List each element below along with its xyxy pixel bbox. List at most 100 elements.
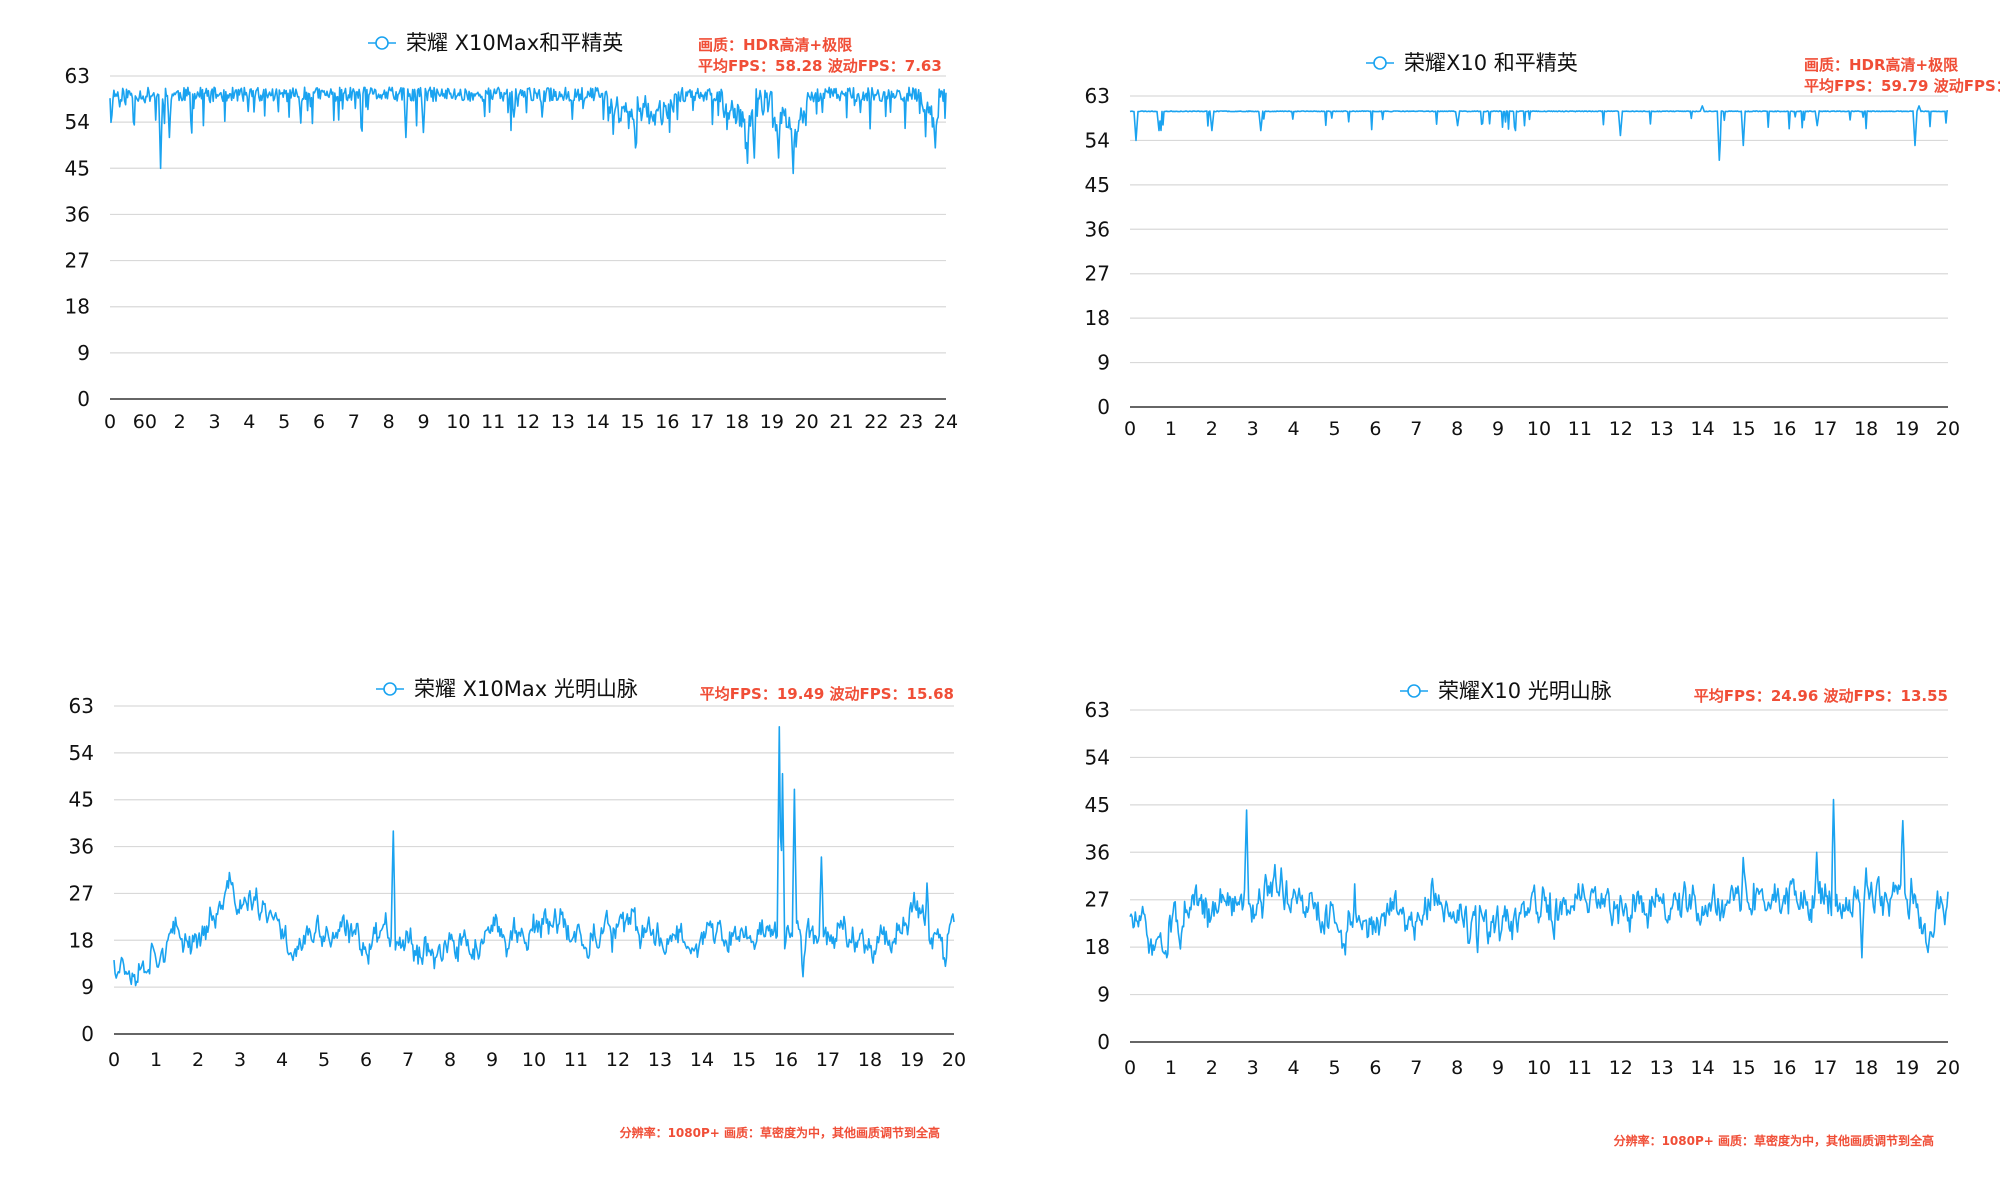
x-tick-label: 2: [1206, 1057, 1218, 1079]
y-tick-label: 45: [69, 788, 94, 812]
x-tick-label: 14: [586, 411, 610, 433]
x-tick-label: 5: [278, 411, 290, 433]
x-tick-label: 0: [1124, 418, 1136, 440]
x-tick-label: 11: [564, 1049, 588, 1071]
x-tick-label: 17: [1813, 418, 1837, 440]
legend-label: 荣耀X10 光明山脉: [1438, 679, 1612, 703]
x-tick-label: 6: [1369, 1057, 1381, 1079]
y-tick-label: 45: [1085, 793, 1110, 817]
x-tick-label: 5: [1328, 1057, 1340, 1079]
x-tick-label: 1: [1165, 1057, 1177, 1079]
x-tick-label: 19: [900, 1049, 924, 1071]
y-tick-label: 27: [69, 881, 94, 905]
x-tick-label: 2: [192, 1049, 204, 1071]
x-tick-label: 15: [1731, 418, 1755, 440]
x-tick-label: 16: [774, 1049, 798, 1071]
x-tick-label: 14: [1691, 1057, 1715, 1079]
x-tick-label: 13: [1650, 1057, 1674, 1079]
x-tick-label: 11: [1568, 418, 1592, 440]
x-tick-label: 13: [1650, 418, 1674, 440]
x-tick-label: 19: [760, 411, 784, 433]
fps-stats-note: 平均FPS：58.28 波动FPS：7.63: [698, 57, 942, 75]
x-tick-label: 7: [1410, 418, 1422, 440]
y-tick-label: 9: [77, 341, 90, 365]
y-tick-label: 63: [1085, 698, 1110, 722]
x-tick-label: 17: [816, 1049, 840, 1071]
chart-panel-x10max-mountains: 0 9 18 27 36 45 54 63 0 1 2 3 4 5 6 7 8 9 10 11 12 13 14 15 16 17…: [14, 614, 1000, 1194]
chart-panel-x10-mountains: 0 9 18 27 36 45 54 63 0 1 2 3 4 5 6 7 8 9 10 11 12 13 14 15 16 17…: [1034, 614, 1984, 1194]
x-tick-label: 11: [1568, 1057, 1592, 1079]
y-tick-label: 27: [1085, 262, 1110, 286]
y-tick-label: 45: [65, 156, 90, 180]
x-tick-label: 0: [1124, 1057, 1136, 1079]
x-tick-label: 10: [1527, 1057, 1551, 1079]
legend-circle-marker: [1407, 684, 1421, 698]
x-tick-label: 0: [108, 1049, 120, 1071]
chart-panel-x10max-pubg: 0 9 18 27 36 45 54 63 0 60 2 3 4 5 6 7 8 9 10 11 12 13 14 15 16 1…: [14, 14, 1000, 594]
x-tick-label: 18: [1854, 1057, 1878, 1079]
fps-stats-note: 平均FPS：59.79 波动FPS：0.62: [1804, 77, 2000, 95]
x-tick-label: 7: [348, 411, 360, 433]
y-tick-label: 63: [1085, 84, 1110, 108]
y-tick-label: 54: [1085, 745, 1110, 769]
x-tick-label: 8: [1451, 1057, 1463, 1079]
x-tick-label: 10: [446, 411, 470, 433]
x-tick-label: 20: [1936, 418, 1960, 440]
x-tick-label: 14: [690, 1049, 714, 1071]
x-tick-label: 6: [1369, 418, 1381, 440]
x-tick-label: 20: [942, 1049, 966, 1071]
x-tick-label: 21: [829, 411, 853, 433]
y-tick-label: 18: [1085, 935, 1110, 959]
x-tick-label: 15: [732, 1049, 756, 1071]
legend: 荣耀 X10Max 光明山脉: [376, 677, 638, 701]
x-tick-label: 4: [1288, 1057, 1300, 1079]
y-tick-label: 18: [1085, 306, 1110, 330]
y-tick-label: 36: [69, 835, 94, 859]
x-tick-label: 9: [486, 1049, 498, 1071]
x-tick-label: 7: [1410, 1057, 1422, 1079]
y-tick-label: 0: [81, 1022, 94, 1046]
x-tick-label: 16: [1772, 1057, 1796, 1079]
x-tick-label: 4: [276, 1049, 288, 1071]
legend-label: 荣耀 X10Max 光明山脉: [414, 677, 638, 701]
legend-circle-marker: [1373, 56, 1387, 70]
x-tick-label: 3: [1247, 1057, 1259, 1079]
x-tick-label: 10: [1527, 418, 1551, 440]
x-tick-label: 17: [690, 411, 714, 433]
x-tick-label: 12: [1609, 1057, 1633, 1079]
legend-label: 荣耀 X10Max和平精英: [406, 31, 623, 55]
x-tick-label: 18: [725, 411, 749, 433]
x-tick-label: 0: [104, 411, 116, 433]
x-tick-label: 10: [522, 1049, 546, 1071]
x-tick-label: 8: [383, 411, 395, 433]
x-tick-label: 1: [150, 1049, 162, 1071]
x-tick-label: 18: [858, 1049, 882, 1071]
y-tick-label: 0: [1097, 395, 1110, 419]
quality-note: 画质：HDR高清+极限: [698, 36, 852, 54]
x-tick-label: 5: [1328, 418, 1340, 440]
x-tick-label: 9: [417, 411, 429, 433]
x-tick-label: 17: [1813, 1057, 1837, 1079]
x-tick-label: 8: [1451, 418, 1463, 440]
resolution-note: 分辨率：1080P+ 画质：草密度为中，其他画质调节到全高: [1614, 1133, 1934, 1148]
legend: 荣耀X10 和平精英: [1366, 51, 1578, 75]
series-line: [1129, 798, 1949, 959]
y-tick-label: 36: [1085, 840, 1110, 864]
x-tick-label: 15: [1731, 1057, 1755, 1079]
chart-panel-x10-pubg: 0 9 18 27 36 45 54 63 0 1 2 3 4 5 6 7 8 9 10 11 12 13 14 15 16 17…: [1034, 14, 2000, 594]
x-tick-label: 7: [402, 1049, 414, 1071]
y-tick-label: 9: [81, 975, 94, 999]
x-tick-label: 14: [1691, 418, 1715, 440]
resolution-note: 分辨率：1080P+ 画质：草密度为中，其他画质调节到全高: [620, 1125, 940, 1140]
x-tick-label: 3: [1247, 418, 1259, 440]
x-tick-label: 15: [620, 411, 644, 433]
x-tick-label: 2: [1206, 418, 1218, 440]
y-tick-label: 0: [1097, 1030, 1110, 1054]
y-tick-label: 54: [1085, 128, 1110, 152]
y-tick-label: 18: [69, 928, 94, 952]
x-tick-label: 24: [934, 411, 958, 433]
x-tick-label: 20: [1936, 1057, 1960, 1079]
